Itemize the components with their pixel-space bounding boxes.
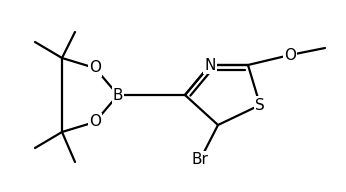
Text: O: O <box>284 47 296 63</box>
Text: B: B <box>113 88 123 103</box>
Text: S: S <box>255 98 265 113</box>
Text: Br: Br <box>192 152 208 167</box>
Text: O: O <box>89 114 101 129</box>
Text: O: O <box>89 60 101 75</box>
Text: N: N <box>204 57 216 73</box>
